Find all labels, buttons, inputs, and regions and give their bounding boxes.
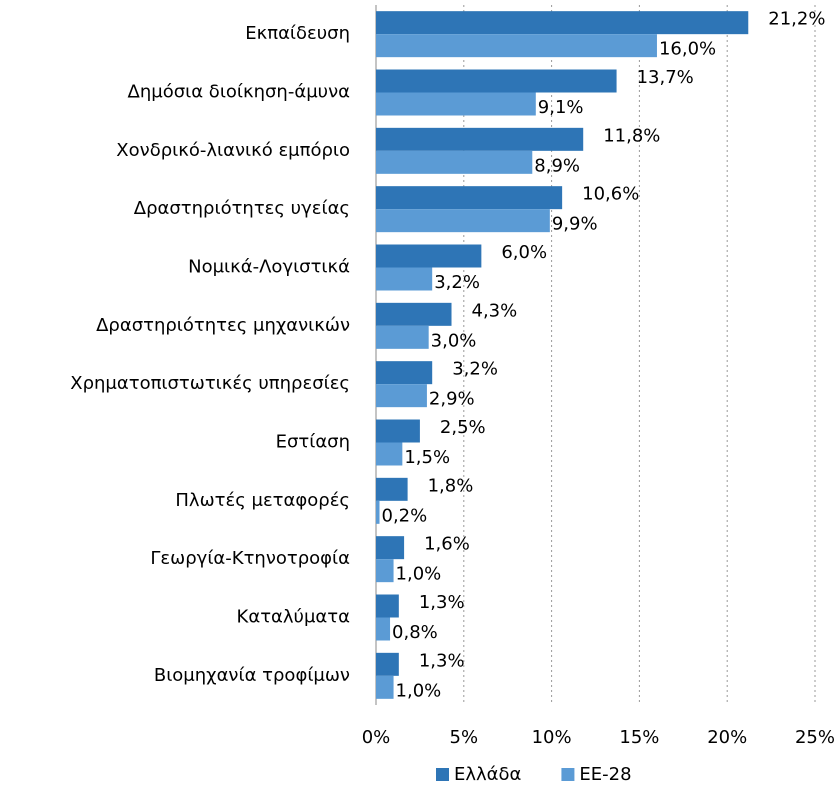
bar xyxy=(376,536,405,560)
value-label: 2,9% xyxy=(429,389,475,410)
bar xyxy=(376,186,563,210)
value-label: 0,8% xyxy=(392,622,438,643)
value-label: 1,3% xyxy=(419,592,465,613)
value-label: 1,3% xyxy=(419,650,465,671)
legend-label: Ελλάδα xyxy=(454,764,521,785)
bar xyxy=(376,559,394,583)
bar xyxy=(376,267,433,291)
bar xyxy=(376,594,399,618)
x-tick-label: 20% xyxy=(707,727,747,748)
y-tick-label: Εκπαίδευση xyxy=(245,23,350,44)
x-tick-label: 5% xyxy=(450,727,479,748)
bar xyxy=(376,477,408,501)
value-label: 3,2% xyxy=(434,272,480,293)
bar xyxy=(376,209,550,233)
y-tick-label: Χονδρικό-λιανικό εμπόριο xyxy=(116,140,350,161)
bar xyxy=(376,500,380,524)
x-tick-label: 15% xyxy=(619,727,659,748)
value-label: 1,8% xyxy=(428,475,474,496)
y-tick-label: Εστίαση xyxy=(276,432,350,453)
bar xyxy=(376,384,427,408)
y-tick-label: Καταλύματα xyxy=(237,607,350,628)
value-label: 13,7% xyxy=(637,67,694,88)
value-label: 4,3% xyxy=(472,300,518,321)
bar xyxy=(376,69,617,93)
value-label: 1,0% xyxy=(396,564,442,585)
value-label: 16,0% xyxy=(659,39,716,60)
bar xyxy=(376,127,584,151)
y-tick-label: Δραστηριότητες υγείας xyxy=(134,198,350,219)
value-label: 11,8% xyxy=(603,125,660,146)
y-tick-label: Γεωργία-Κτηνοτροφία xyxy=(150,548,350,569)
bar xyxy=(376,325,429,349)
value-label: 6,0% xyxy=(501,242,547,263)
x-tick-label: 10% xyxy=(532,727,572,748)
legend-swatch xyxy=(436,768,449,781)
y-tick-label: Βιομηχανία τροφίμων xyxy=(154,665,350,686)
legend-swatch xyxy=(561,768,575,781)
bar xyxy=(376,150,533,174)
bar xyxy=(376,11,749,35)
y-tick-label: Πλωτές μεταφορές xyxy=(175,490,350,511)
bar xyxy=(376,34,657,58)
bar xyxy=(376,617,391,641)
value-label: 9,1% xyxy=(538,97,584,118)
bar xyxy=(376,675,394,699)
value-label: 1,5% xyxy=(404,447,450,468)
y-tick-label: Δημόσια διοίκηση-άμυνα xyxy=(128,82,350,103)
value-label: 10,6% xyxy=(582,184,639,205)
bar xyxy=(376,419,420,443)
bar xyxy=(376,442,403,466)
bar xyxy=(376,92,536,116)
bar xyxy=(376,652,399,676)
bar xyxy=(376,361,433,385)
value-label: 1,6% xyxy=(424,534,470,555)
x-tick-label: 0% xyxy=(362,727,391,748)
value-label: 3,2% xyxy=(452,359,498,380)
value-label: 8,9% xyxy=(534,155,580,176)
value-label: 3,0% xyxy=(431,330,477,351)
y-tick-label: Δραστηριότητες μηχανικών xyxy=(96,315,350,336)
value-label: 1,0% xyxy=(396,680,442,701)
value-label: 21,2% xyxy=(768,9,825,30)
legend-label: ΕΕ-28 xyxy=(579,764,631,785)
value-label: 2,5% xyxy=(440,417,486,438)
y-tick-label: Χρηματοπιστωτικές υπηρεσίες xyxy=(70,373,350,394)
value-label: 0,2% xyxy=(382,505,428,526)
bar xyxy=(376,244,482,268)
y-tick-label: Νομικά-Λογιστικά xyxy=(188,257,350,278)
bar xyxy=(376,302,452,326)
value-label: 9,9% xyxy=(552,214,598,235)
x-tick-label: 25% xyxy=(795,727,835,748)
